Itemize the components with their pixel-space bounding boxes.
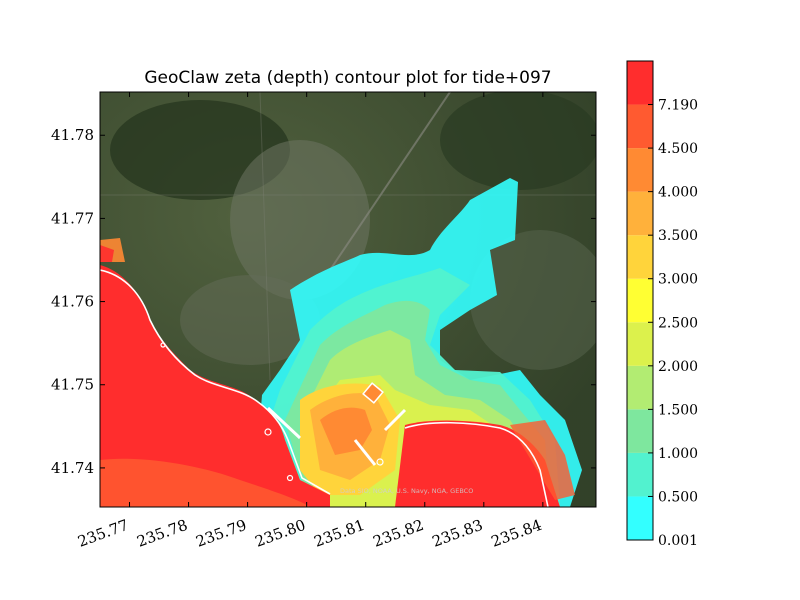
colorbar-label: 3.500 [658,228,698,244]
colorbar-band [627,235,653,279]
colorbar-label: 4.500 [658,141,698,157]
y-tick-label: 41.74 [51,459,94,477]
colorbar-band [627,278,653,323]
plot-frame [99,91,597,508]
colorbar-label: 0.500 [658,489,698,505]
x-tick-label: 235.79 [193,516,248,551]
colorbar-band [627,322,653,366]
colorbar-band [627,452,653,497]
y-tick-label: 41.75 [51,376,94,394]
contour-ocean-east [395,420,560,507]
colorbar-label: 7.190 [658,98,698,114]
colorbar-label: 1.000 [658,446,698,462]
chart-title: GeoClaw zeta (depth) contour plot for ti… [144,68,551,88]
colorbar-band [627,409,653,453]
colorbar-frame [626,60,654,541]
colorbar-band [627,104,653,149]
y-tick-label: 41.78 [51,126,94,144]
x-tick-label: 235.77 [75,516,130,551]
colorbar-band [627,191,653,236]
y-tick-label: 41.77 [51,209,94,227]
shoreline-contour [100,269,331,495]
colorbar-label: 2.500 [658,315,698,331]
colorbar-label: 4.000 [658,185,698,201]
colorbar-label: 1.500 [658,402,698,418]
colorbar-label: 2.000 [658,359,698,375]
colorbar-band [627,365,653,410]
y-axis: 41.74 41.75 41.76 41.77 41.78 [51,126,596,477]
contour-4.5-7.19 [100,458,310,507]
colorbar-band [627,61,653,105]
plot-area: Data SIO, NOAA, U.S. Navy, NGA, GEBCO [100,92,596,507]
colorbar: 0.001 0.500 1.000 1.500 2.000 2.500 3.000 3.500… [626,60,698,549]
y-tick-label: 41.76 [51,293,94,311]
x-tick-label: 235.80 [253,516,308,551]
colorbar-label: 3.000 [658,272,698,288]
colorbar-band [627,148,653,192]
colorbar-label: 0.001 [658,533,698,549]
x-tick-label: 235.83 [430,516,485,551]
x-tick-label: 235.78 [134,516,189,551]
contour-ocean [100,265,330,507]
x-tick-label: 235.84 [489,516,544,551]
attribution: Data SIO, NOAA, U.S. Navy, NGA, GEBCO [340,487,473,495]
x-tick-label: 235.82 [371,516,426,551]
x-tick-label: 235.81 [312,516,367,551]
colorbar-band [627,496,653,540]
